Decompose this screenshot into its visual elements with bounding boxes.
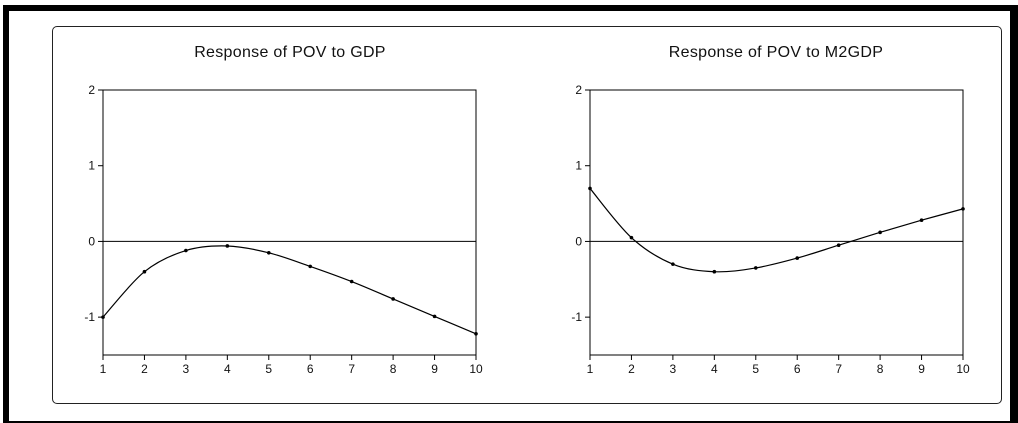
y-tick-label: -1: [84, 310, 95, 324]
x-tick-label: 5: [265, 362, 272, 376]
plot-frame: [589, 89, 964, 356]
series-line: [589, 188, 964, 273]
data-point: [588, 186, 592, 191]
x-tick-label: 3: [183, 362, 190, 376]
data-point: [795, 256, 800, 260]
x-tick-label: 4: [711, 362, 718, 376]
x-tick-label: 9: [431, 362, 438, 376]
data-point: [629, 235, 634, 240]
charts-panel: [52, 26, 1002, 404]
data-point: [266, 250, 271, 255]
y-tick-label: 0: [88, 234, 95, 248]
y-tick-label: 1: [88, 159, 95, 173]
x-tick-label: 8: [390, 362, 397, 376]
series-line: [102, 245, 477, 335]
data-point: [432, 314, 437, 319]
x-tick-label: 1: [587, 362, 594, 376]
x-tick-label: 10: [469, 362, 483, 376]
chart-title: Response of POV to GDP: [194, 44, 386, 61]
data-point: [184, 248, 188, 253]
x-tick-label: 7: [835, 362, 842, 376]
y-tick-label: -1: [571, 310, 582, 324]
x-tick-label: 10: [956, 362, 970, 376]
x-tick-label: 2: [628, 362, 635, 376]
data-point: [878, 230, 882, 235]
x-tick-label: 3: [670, 362, 677, 376]
y-tick-label: 2: [88, 83, 95, 97]
data-point: [961, 207, 965, 211]
data-point: [836, 243, 841, 248]
data-point: [474, 332, 478, 336]
data-point: [712, 269, 717, 274]
x-tick-label: 4: [224, 362, 231, 376]
data-point: [671, 262, 675, 266]
data-point: [919, 218, 924, 223]
data-point: [349, 279, 354, 284]
x-tick-label: 6: [307, 362, 314, 376]
x-tick-label: 7: [348, 362, 355, 376]
data-point: [225, 244, 230, 248]
x-tick-label: 6: [794, 362, 801, 376]
x-tick-label: 5: [752, 362, 759, 376]
plot-frame: [102, 89, 477, 356]
x-tick-label: 8: [877, 362, 884, 376]
chart-title: Response of POV to M2GDP: [669, 44, 883, 61]
x-tick-label: 2: [141, 362, 148, 376]
y-tick-label: 2: [575, 83, 582, 97]
y-tick-label: 1: [575, 159, 582, 173]
data-point: [142, 269, 147, 274]
data-point: [308, 264, 313, 269]
data-point: [753, 266, 758, 270]
data-point: [391, 297, 395, 301]
y-tick-label: 0: [575, 234, 582, 248]
x-tick-label: 9: [918, 362, 925, 376]
data-point: [101, 315, 105, 319]
x-tick-label: 1: [100, 362, 107, 376]
